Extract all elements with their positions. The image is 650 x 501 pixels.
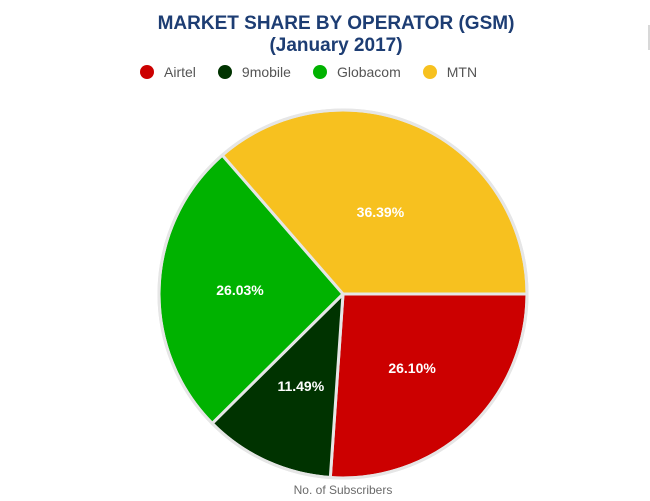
legend-label-airtel: Airtel <box>164 64 196 80</box>
legend-item-9mobile[interactable]: 9mobile <box>217 64 291 80</box>
legend-swatch-9mobile <box>217 65 232 79</box>
pie-labels: 26.10% 11.49% 26.03% 36.39% <box>216 204 436 394</box>
pie-label-airtel: 26.10% <box>388 360 436 376</box>
pie-label-globacom: 26.03% <box>216 282 264 298</box>
pie-slice-airtel[interactable] <box>328 292 529 480</box>
legend-label-mtn: MTN <box>446 64 478 80</box>
pie-label-mtn: 36.39% <box>357 204 405 220</box>
legend-item-globacom[interactable]: Globacom <box>312 64 401 80</box>
legend: Airtel 9mobile Globacom MTN <box>140 61 499 83</box>
chart-subtitle: (January 2017) <box>269 35 403 56</box>
chart-caption: No. of Subscribers <box>293 483 393 497</box>
pie-label-9mobile: 11.49% <box>277 378 324 394</box>
legend-swatch-airtel <box>140 65 154 79</box>
legend-swatch-globacom <box>312 65 327 79</box>
legend-item-mtn[interactable]: MTN <box>422 64 478 80</box>
chart-title: MARKET SHARE BY OPERATOR (GSM) <box>157 13 515 34</box>
legend-swatch-mtn <box>422 65 437 79</box>
pie-outline <box>157 108 529 480</box>
right-edge-divider <box>648 25 650 50</box>
legend-label-globacom: Globacom <box>336 64 401 80</box>
pie-slices <box>157 108 529 480</box>
legend-label-9mobile: 9mobile <box>241 64 291 80</box>
legend-item-airtel[interactable]: Airtel <box>140 64 196 80</box>
